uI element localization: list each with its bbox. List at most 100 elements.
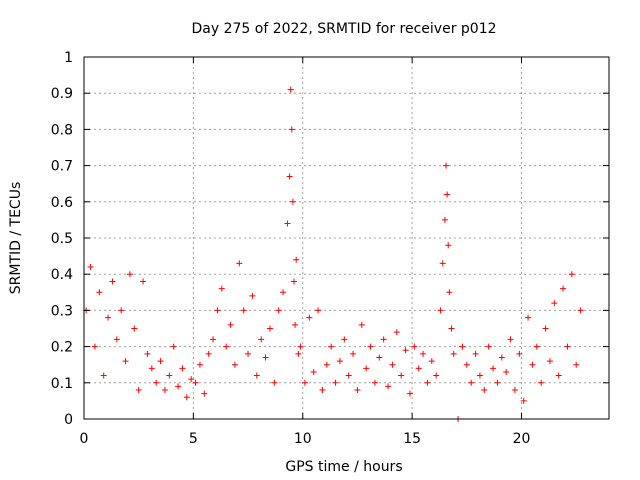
data-point <box>253 372 260 379</box>
data-point <box>568 271 575 278</box>
data-point <box>293 256 300 263</box>
data-point <box>437 307 444 314</box>
data-point <box>245 350 252 357</box>
data-point <box>328 343 335 350</box>
data-point <box>577 307 584 314</box>
data-point <box>323 361 330 368</box>
data-point <box>205 350 212 357</box>
data-point <box>341 336 348 343</box>
data-point <box>490 365 497 372</box>
data-point <box>140 278 147 285</box>
data-point <box>288 126 295 133</box>
data-point <box>218 285 225 292</box>
data-point <box>113 336 120 343</box>
data-point <box>157 358 164 365</box>
data-point <box>481 387 488 394</box>
data-point <box>266 325 273 332</box>
data-point <box>227 321 234 328</box>
data-point <box>100 372 107 379</box>
data-point <box>498 354 505 361</box>
data-point <box>87 263 94 270</box>
x-tick-label: 20 <box>513 431 531 447</box>
data-point <box>358 321 365 328</box>
data-point <box>476 372 483 379</box>
data-point <box>284 220 291 227</box>
data-point <box>336 358 343 365</box>
data-point <box>380 336 387 343</box>
data-point <box>175 383 182 390</box>
data-point <box>511 387 518 394</box>
data-point <box>560 285 567 292</box>
data-point <box>494 379 501 386</box>
data-point <box>306 314 313 321</box>
data-point <box>389 361 396 368</box>
ticks-layer: 00.10.20.30.40.50.60.70.80.910 5 10 15 20 <box>51 50 609 447</box>
data-point <box>297 343 304 350</box>
data-point <box>258 336 265 343</box>
y-axis-label: SRMTID / TECUs <box>8 182 24 295</box>
y-tick-label: 0.6 <box>51 195 73 211</box>
data-point <box>135 387 142 394</box>
data-point <box>310 368 317 375</box>
data-point <box>161 387 168 394</box>
data-point <box>485 343 492 350</box>
x-tick-label: 5 <box>189 431 198 447</box>
data-point <box>170 343 177 350</box>
marks-layer <box>83 86 584 422</box>
data-point <box>525 314 532 321</box>
chart-title: Day 275 of 2022, SRMTID for receiver p01… <box>191 21 496 37</box>
data-point <box>420 350 427 357</box>
data-point <box>315 307 322 314</box>
data-point <box>196 361 203 368</box>
data-point <box>406 390 413 397</box>
data-point <box>503 368 510 375</box>
data-point <box>262 354 269 361</box>
data-point <box>109 278 116 285</box>
data-point <box>166 372 173 379</box>
x-tick-label: 10 <box>294 431 312 447</box>
data-point <box>345 372 352 379</box>
y-tick-label: 0.7 <box>51 159 73 175</box>
data-point <box>179 365 186 372</box>
data-point <box>350 350 357 357</box>
data-point <box>468 379 475 386</box>
y-tick-label: 1 <box>64 50 73 66</box>
data-point <box>444 191 451 198</box>
data-point <box>424 379 431 386</box>
data-point <box>385 383 392 390</box>
data-point <box>201 390 208 397</box>
data-point <box>516 350 523 357</box>
data-point <box>280 289 287 296</box>
data-point <box>91 343 98 350</box>
data-point <box>144 350 151 357</box>
data-point <box>236 260 243 267</box>
data-point <box>529 361 536 368</box>
data-point <box>551 300 558 307</box>
data-point <box>153 379 160 386</box>
data-point <box>443 162 450 169</box>
data-point <box>96 289 103 296</box>
data-point <box>131 325 138 332</box>
x-axis-label: GPS time / hours <box>285 459 402 475</box>
data-point <box>546 358 553 365</box>
data-point <box>363 365 370 372</box>
data-point <box>573 361 580 368</box>
data-point <box>371 379 378 386</box>
data-point <box>428 358 435 365</box>
series-srmtid <box>83 86 584 422</box>
data-point <box>183 394 190 401</box>
data-point <box>459 343 466 350</box>
data-point <box>393 329 400 336</box>
data-point <box>367 343 374 350</box>
data-point <box>354 387 361 394</box>
data-point <box>542 325 549 332</box>
data-point <box>520 397 527 404</box>
data-point <box>292 321 299 328</box>
data-point <box>231 361 238 368</box>
data-point <box>192 379 199 386</box>
data-point <box>446 289 453 296</box>
data-point <box>214 307 221 314</box>
data-point <box>415 365 422 372</box>
data-point <box>319 387 326 394</box>
